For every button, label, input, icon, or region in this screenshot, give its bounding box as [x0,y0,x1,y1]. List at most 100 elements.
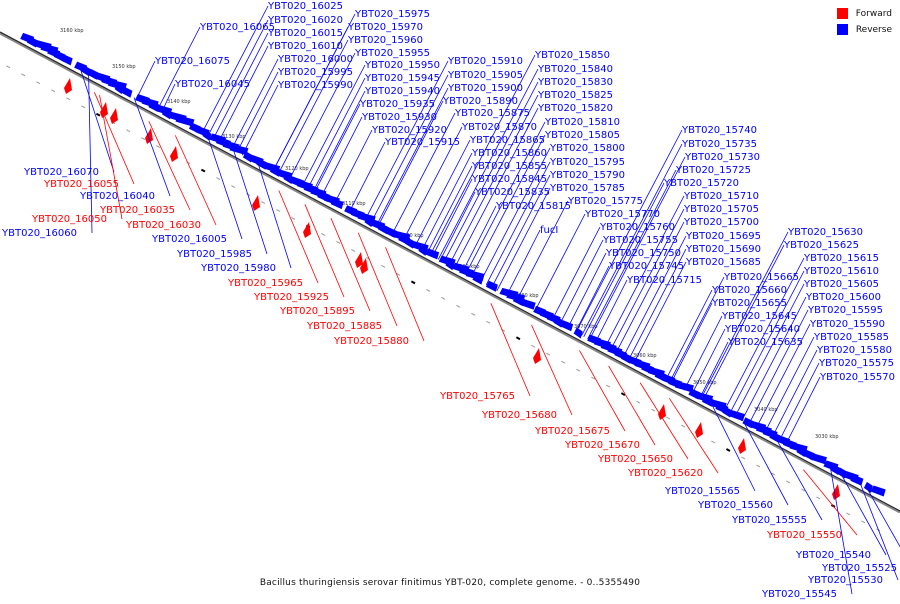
gene-label[interactable]: YBT020_15940 [364,86,440,97]
gene-label[interactable]: YBT020_16005 [151,234,227,245]
gene-label[interactable]: YBT020_15965 [227,278,303,289]
gene-label[interactable]: YBT020_15995 [277,67,353,78]
gene-label[interactable]: YBT020_15875 [454,108,530,119]
gene-label[interactable]: YBT020_15575 [818,358,894,369]
gene-leader-line [279,190,318,283]
gene-label[interactable]: YBT020_15920 [371,125,447,136]
gene-label[interactable]: YBT020_16000 [277,54,353,65]
gene-label[interactable]: YBT020_15605 [803,279,879,290]
gene-label[interactable]: YBT020_15755 [602,235,678,246]
gene-label[interactable]: YBT020_15700 [683,217,759,228]
gene-label[interactable]: YBT020_15910 [447,56,523,67]
gene-label[interactable]: YBT020_15980 [200,263,276,274]
gene-label[interactable]: YBT020_16025 [267,1,343,12]
gene-label[interactable]: YBT020_15565 [664,486,740,497]
gene-label[interactable]: YBT020_15550 [766,530,842,541]
gene-label[interactable]: YBT020_15650 [597,454,673,465]
gene-label[interactable]: YBT020_15525 [821,563,897,574]
gene-label[interactable]: YBT020_15695 [685,231,761,242]
gene-label[interactable]: YBT020_15715 [626,275,702,286]
gene-label[interactable]: YBT020_15740 [681,125,757,136]
gene-label[interactable]: YBT020_15615 [803,253,879,264]
gene-label[interactable]: YBT020_15890 [442,96,518,107]
gene-label[interactable]: YBT020_15795 [549,157,625,168]
gene-label[interactable]: YBT020_15945 [364,73,440,84]
gene-label[interactable]: YBT020_15775 [567,196,643,207]
gene-label[interactable]: YBT020_15850 [534,50,610,61]
gene-leader-line [841,474,886,555]
gene-label[interactable]: YBT020_15645 [721,311,797,322]
gene-label[interactable]: YBT020_15785 [549,183,625,194]
gene-label[interactable]: YBT020_15690 [685,244,761,255]
gene-label[interactable]: YBT020_15600 [805,292,881,303]
gene-label[interactable]: YBT020_15660 [711,285,787,296]
gene-label[interactable]: YBT020_15970 [347,22,423,33]
gene-label[interactable]: YBT020_15895 [279,306,355,317]
gene-label[interactable]: YBT020_15825 [537,90,613,101]
gene-label[interactable]: YBT020_15790 [549,170,625,181]
gene-label[interactable]: YBT020_15560 [697,500,773,511]
gene-label[interactable]: YBT020_16015 [267,28,343,39]
gene-label[interactable]: YBT020_15610 [803,266,879,277]
track-dash [36,82,40,84]
gene-label[interactable]: YBT020_15975 [354,9,430,20]
gene-label[interactable]: YBT020_15725 [675,165,751,176]
gene-label[interactable]: YBT020_15805 [544,130,620,141]
gene-label[interactable]: YBT020_15670 [564,440,640,451]
gene-label[interactable]: YBT020_15800 [549,143,625,154]
gene-label[interactable]: YBT020_15625 [783,240,859,251]
gene-label[interactable]: YBT020_15675 [534,426,610,437]
gene-label[interactable]: YBT020_15730 [684,152,760,163]
gene-label[interactable]: YBT020_15815 [495,201,571,212]
gene-label[interactable]: YBT020_15685 [685,257,761,268]
gene-label[interactable]: YBT020_15925 [253,292,329,303]
gene-label[interactable]: fucI [540,225,558,236]
gene-label[interactable]: YBT020_15585 [813,332,889,343]
gene-label[interactable]: YBT020_15830 [537,77,613,88]
gene-label[interactable]: YBT020_15545 [761,589,837,600]
gene-label[interactable]: YBT020_16045 [174,79,250,90]
gene-label[interactable]: YBT020_15580 [816,345,892,356]
gene-label[interactable]: YBT020_16035 [99,205,175,216]
gene-label[interactable]: YBT020_15760 [599,222,675,233]
gene-label[interactable]: YBT020_15570 [819,372,895,383]
gene-label[interactable]: YBT020_15855 [471,161,547,172]
gene-label[interactable]: YBT020_15540 [795,550,871,561]
gene-label[interactable]: YBT020_15710 [683,191,759,202]
gene-label[interactable]: YBT020_16065 [199,22,275,33]
gene-label[interactable]: YBT020_16075 [154,56,230,67]
gene-label[interactable]: YBT020_15960 [347,35,423,46]
gene-label[interactable]: YBT020_16050 [31,214,107,225]
gene-label[interactable]: YBT020_15905 [447,70,523,81]
gene-label[interactable]: YBT020_15705 [683,204,759,215]
gene-label[interactable]: YBT020_15680 [481,410,557,421]
gene-label[interactable]: YBT020_16070 [23,167,99,178]
gene-label[interactable]: YBT020_15820 [537,103,613,114]
gene-label[interactable]: YBT020_15590 [809,319,885,330]
gene-label[interactable]: YBT020_15985 [176,249,252,260]
gene-label[interactable]: YBT020_15770 [584,209,660,220]
gene-label[interactable]: YBT020_15900 [447,83,523,94]
gene-label[interactable]: YBT020_15620 [627,468,703,479]
gene-label[interactable]: YBT020_15885 [306,321,382,332]
gene-label[interactable]: YBT020_15810 [544,117,620,128]
gene-label[interactable]: YBT020_15840 [537,64,613,75]
gene-label[interactable]: YBT020_15595 [807,305,883,316]
gene-label[interactable]: YBT020_15765 [439,391,515,402]
gene-label[interactable]: YBT020_15950 [364,60,440,71]
gene-label[interactable]: YBT020_15665 [723,272,799,283]
gene-label[interactable]: YBT020_15555 [731,515,807,526]
gene-label[interactable]: YBT020_15720 [663,178,739,189]
forward-swatch [837,8,848,19]
gene-label[interactable]: YBT020_16060 [1,228,77,239]
gene-label[interactable]: YBT020_16010 [267,41,343,52]
gene-label[interactable]: YBT020_16030 [125,220,201,231]
gene-label[interactable]: YBT020_15955 [354,48,430,59]
gene-label[interactable]: YBT020_16055 [43,179,119,190]
gene-leader-line [703,245,784,400]
gene-label[interactable]: YBT020_15990 [277,80,353,91]
gene-label[interactable]: YBT020_16020 [267,15,343,26]
gene-label[interactable]: YBT020_15880 [333,336,409,347]
gene-label[interactable]: YBT020_15735 [681,139,757,150]
gene-label[interactable]: YBT020_15630 [787,227,863,238]
